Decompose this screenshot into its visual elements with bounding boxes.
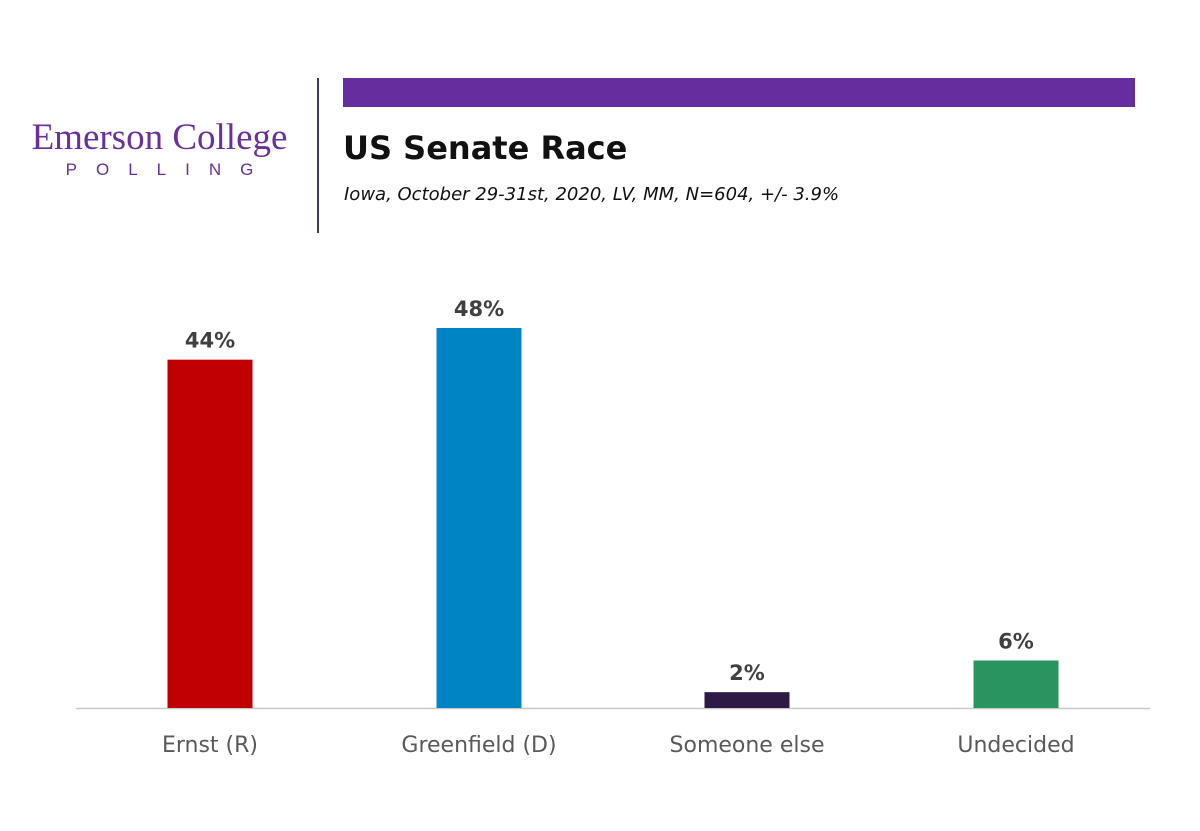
data-label-2: 2%: [729, 661, 765, 685]
category-label-3: Undecided: [957, 733, 1074, 758]
data-label-0: 44%: [185, 329, 235, 353]
logo-tagline: POLLING: [65, 160, 273, 179]
data-label-1: 48%: [454, 297, 504, 321]
data-label-3: 6%: [998, 630, 1034, 654]
logo-name: Emerson College: [31, 117, 288, 158]
chart-subtitle: Iowa, October 29-31st, 2020, LV, MM, N=6…: [344, 184, 840, 205]
chart-title: US Senate Race: [343, 129, 628, 167]
category-label-0: Ernst (R): [162, 733, 258, 758]
bar-0: [167, 359, 253, 708]
accent-bar: [343, 78, 1135, 107]
bar-3: [973, 660, 1059, 708]
category-label-1: Greenfield (D): [401, 733, 556, 758]
bar-1: [436, 328, 522, 708]
bar-2: [704, 692, 790, 708]
category-label-2: Someone else: [670, 733, 825, 758]
header-divider: [317, 78, 319, 233]
